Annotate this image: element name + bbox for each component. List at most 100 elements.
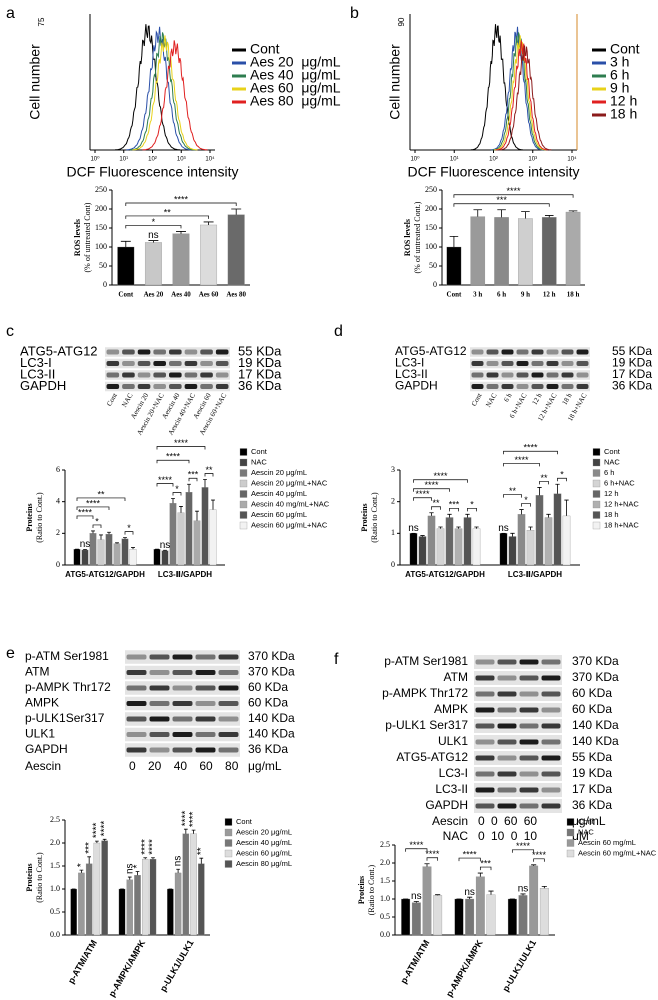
significance: *** [480, 858, 491, 868]
blot-band [169, 372, 182, 378]
significance-bracket [453, 203, 550, 207]
significance: ns [148, 230, 159, 241]
error-bar [429, 512, 434, 516]
error-bar [143, 857, 148, 860]
bar [134, 875, 141, 936]
blot-band [126, 670, 147, 675]
band-size: 140 KDa [248, 727, 295, 741]
significance: ** [196, 847, 207, 855]
y-tick-label: 2 [56, 528, 60, 537]
bar [198, 863, 205, 936]
bar [463, 517, 472, 566]
blot-row-label: LC3-I [439, 766, 468, 780]
footer-values: 0 20 40 60 80 [129, 759, 239, 773]
blot-band [200, 372, 213, 378]
blot-row-label: LC3-II [20, 366, 55, 381]
error-bar [537, 487, 542, 496]
bar [401, 898, 411, 936]
significance-bracket [156, 446, 206, 450]
x-tick-label: 10² [489, 157, 498, 163]
lane-label: 12 h [531, 391, 544, 406]
significance-bracket [76, 515, 94, 519]
footer-unit: μM [572, 829, 589, 843]
blot-band [149, 716, 170, 722]
band-size: 36 KDa [572, 798, 612, 812]
blot-band [519, 723, 539, 729]
blot-band [149, 732, 170, 737]
legend-swatch [592, 500, 601, 509]
blot-band [126, 747, 147, 753]
significance: * [524, 495, 528, 505]
x-tick-label: ATG5-ATG12/GAPDH [405, 570, 485, 579]
significance: **** [174, 194, 189, 204]
blot-band [218, 732, 239, 737]
error-bar [176, 231, 186, 234]
x-tick-label: Aes 60 [199, 291, 219, 299]
blot-band [153, 372, 166, 378]
blot-band [126, 654, 147, 660]
significance: ns [518, 884, 529, 895]
blot-band [172, 701, 193, 706]
blot-band [172, 716, 193, 722]
error-bar [447, 513, 452, 518]
blot-band [215, 372, 229, 378]
footer-label: Aescin [25, 759, 61, 773]
blot-band [218, 654, 239, 660]
y-tick-label: 75 [37, 17, 46, 26]
x-tick-label: p-ULK1/ULK1 [158, 938, 196, 993]
error-bar [199, 857, 204, 864]
bar [517, 514, 526, 566]
significance-bracket [533, 858, 545, 862]
blot-row-label: p-AMPK Thr172 [25, 680, 111, 694]
legend-swatch [592, 448, 601, 456]
blot-band [106, 372, 120, 378]
band-size: 370 KDa [572, 670, 619, 684]
band-size: 140 KDa [572, 734, 619, 748]
blot-band [137, 384, 151, 389]
bar [200, 224, 218, 286]
significance: ns [160, 540, 171, 551]
bar [472, 528, 481, 566]
blot-band [516, 349, 529, 355]
lane-label: 6 h [502, 391, 514, 403]
legend-swatch [239, 479, 248, 488]
legend-swatch [239, 490, 248, 498]
blot-band [218, 701, 239, 706]
blot-band [531, 349, 544, 355]
blot-band [172, 732, 193, 737]
error-bar [449, 235, 459, 247]
x-tick-label: Aes 80 [226, 291, 246, 299]
y-tick-label: 200 [425, 204, 437, 213]
band-size: 140 KDa [248, 711, 295, 725]
error-bar [497, 209, 506, 218]
blot-band [519, 675, 539, 681]
blot-band [149, 654, 170, 660]
bar [182, 833, 190, 936]
bar [172, 233, 190, 286]
bar [201, 487, 209, 566]
histogram-curve [142, 40, 208, 151]
blot-band [149, 701, 170, 706]
blot-band [546, 384, 559, 389]
blot-row-label: LC3-II [395, 367, 428, 381]
legend-swatch [592, 469, 601, 477]
error-bar [564, 499, 569, 516]
blot-strip [474, 703, 562, 717]
legend-swatch [224, 860, 233, 868]
blot-band [519, 787, 539, 793]
legend-label: Aescin 80 μg/mL [236, 859, 292, 868]
error-bar [546, 513, 551, 518]
significance-bracket [172, 492, 182, 496]
legend-swatch [224, 818, 233, 826]
error-bar [520, 893, 526, 896]
significance-bracket [511, 849, 535, 853]
blot-row-label: LC3-II [435, 782, 468, 796]
lane-label: 18 h [561, 391, 574, 406]
blot-row-label: ATG5-ATG12 [395, 344, 467, 358]
blot-strip [474, 687, 562, 701]
error-bar [544, 215, 554, 218]
blot-strip [474, 655, 562, 669]
blot-band [475, 771, 495, 777]
blot-band [122, 372, 135, 378]
